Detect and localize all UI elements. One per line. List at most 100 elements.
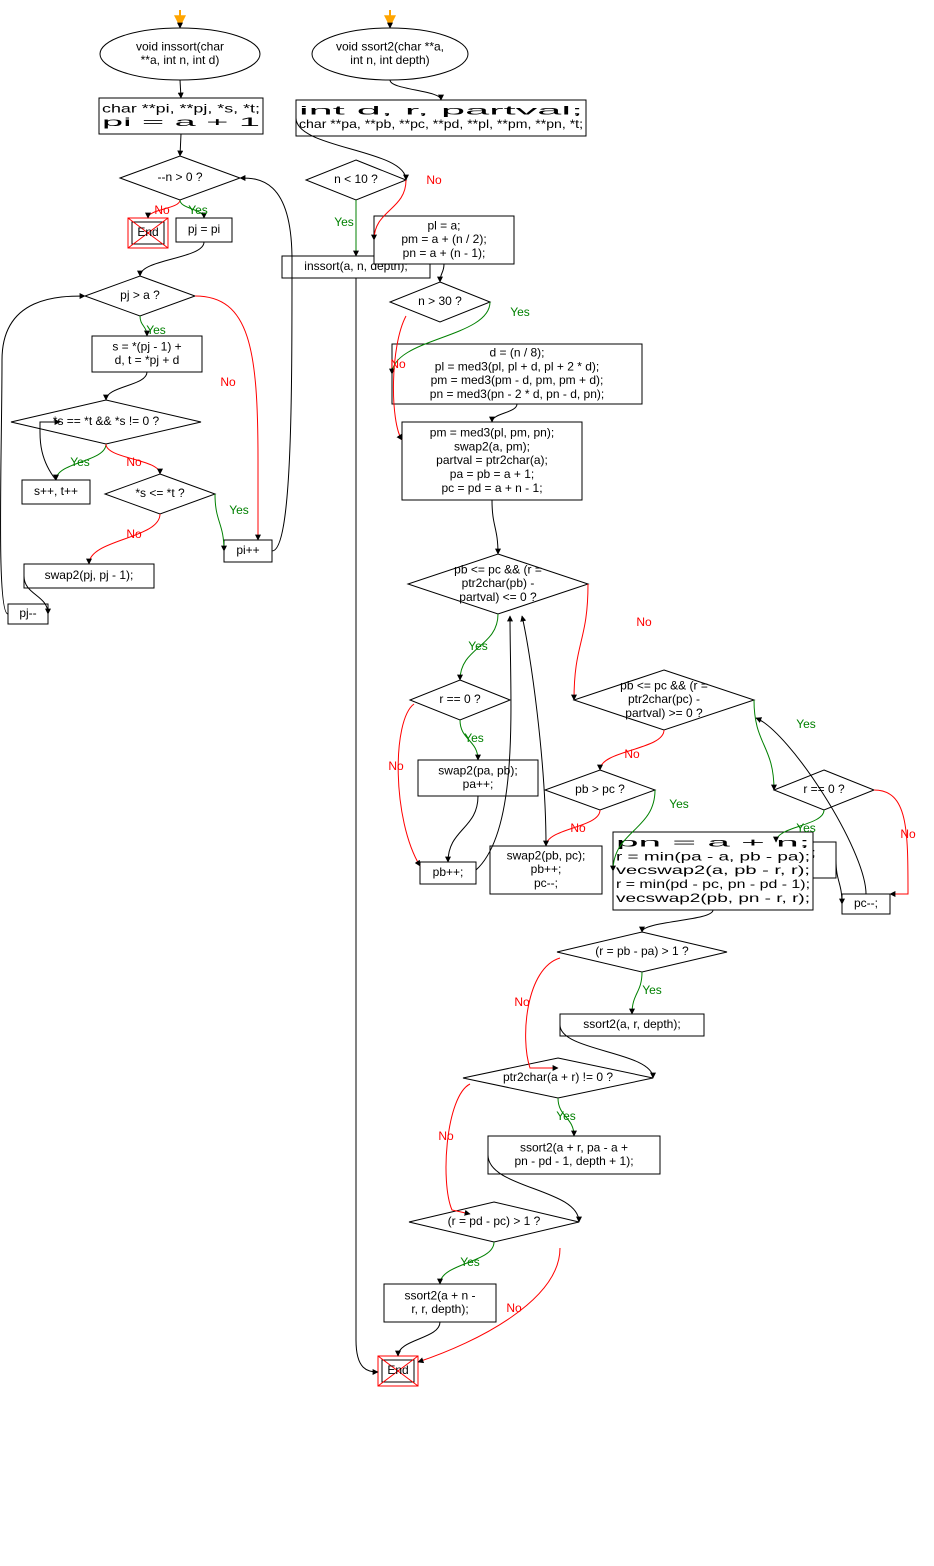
edge-R_d7-R_b10: No bbox=[874, 790, 916, 894]
L_b7: pj-- bbox=[8, 604, 48, 624]
svg-text:pb++;: pb++; bbox=[433, 865, 464, 879]
edge-R_d8-R_d9: No bbox=[514, 958, 560, 1068]
svg-text:void inssort(char**a, int n, i: void inssort(char**a, int n, int d) bbox=[136, 39, 224, 67]
R_b8: swap2(pb, pc);pb++;pc--; bbox=[490, 846, 602, 894]
edge-L_fn-L_b1 bbox=[180, 80, 181, 98]
svg-text:No: No bbox=[126, 455, 142, 469]
R_d4: r == 0 ? bbox=[410, 680, 510, 720]
svg-text:--n > 0 ?: --n > 0 ? bbox=[157, 170, 202, 184]
svg-text:No: No bbox=[514, 995, 530, 1009]
R_d2: n > 30 ? bbox=[390, 282, 490, 322]
L_b2: pj = pi bbox=[176, 218, 232, 242]
svg-text:Yes: Yes bbox=[468, 639, 488, 653]
svg-text:pj > a ?: pj > a ? bbox=[120, 288, 160, 302]
R_fn: void ssort2(char **a,int n, int depth) bbox=[312, 28, 468, 80]
svg-text:Yes: Yes bbox=[669, 797, 689, 811]
edge-R_b8-R_d3 bbox=[522, 616, 546, 846]
edge-R_d1-R_b2: Yes bbox=[334, 200, 356, 256]
svg-text:pb <= pc && (r =ptr2char(pc) -: pb <= pc && (r =ptr2char(pc) -partval) >… bbox=[620, 678, 708, 720]
L_b5: pi++ bbox=[224, 540, 272, 562]
edge-R_d5-R_d6: No bbox=[600, 730, 664, 770]
svg-text:Yes: Yes bbox=[188, 203, 208, 217]
edge-R_fn-R_b1 bbox=[390, 80, 441, 100]
R_b12: ssort2(a, r, depth); bbox=[560, 1014, 704, 1036]
edge-R_d8-R_b12: Yes bbox=[632, 972, 662, 1014]
L_b3: s = *(pj - 1) +d, t = *pj + d bbox=[92, 336, 202, 372]
R_b11: pn = a + n;r = min(pa - a, pb - pa);vecs… bbox=[613, 832, 813, 910]
edge-L_d1-L_b2: Yes bbox=[180, 200, 208, 218]
R_d10: (r = pd - pc) > 1 ? bbox=[409, 1202, 579, 1242]
svg-text:No: No bbox=[426, 173, 442, 187]
svg-text:No: No bbox=[126, 527, 142, 541]
R_d9: ptr2char(a + r) != 0 ? bbox=[463, 1058, 653, 1098]
edge-R_d9-R_b13: Yes bbox=[556, 1098, 576, 1136]
svg-text:No: No bbox=[220, 375, 236, 389]
edge-R_b11-R_d8 bbox=[642, 910, 713, 932]
svg-text:s = *(pj - 1) +d, t = *pj + d: s = *(pj - 1) +d, t = *pj + d bbox=[112, 339, 181, 367]
svg-text:void ssort2(char **a,int n, in: void ssort2(char **a,int n, int depth) bbox=[336, 39, 444, 67]
svg-text:Yes: Yes bbox=[796, 717, 816, 731]
svg-text:No: No bbox=[506, 1301, 522, 1315]
edge-R_b14-R_end bbox=[398, 1322, 440, 1356]
svg-text:Yes: Yes bbox=[464, 731, 484, 745]
svg-text:Yes: Yes bbox=[460, 1255, 480, 1269]
R_b3: pl = a;pm = a + (n / 2);pn = a + (n - 1)… bbox=[374, 216, 514, 264]
edge-L_d3-L_b4: Yes bbox=[56, 444, 106, 480]
edge-L_d4-L_b6: No bbox=[89, 514, 160, 564]
svg-text:*s <= *t ?: *s <= *t ? bbox=[135, 486, 185, 500]
R_d3: pb <= pc && (r =ptr2char(pb) -partval) <… bbox=[408, 554, 588, 614]
svg-text:(r = pd - pc) > 1 ?: (r = pd - pc) > 1 ? bbox=[448, 1214, 541, 1228]
L_fn: void inssort(char**a, int n, int d) bbox=[100, 28, 260, 80]
edge-R_d6-R_b8: No bbox=[546, 810, 600, 846]
svg-text:No: No bbox=[438, 1129, 454, 1143]
edge-R_b4-R_b5 bbox=[492, 404, 517, 422]
R_b13: ssort2(a + r, pa - a +pn - pd - 1, depth… bbox=[488, 1136, 660, 1174]
svg-text:(r = pb - pa) > 1 ?: (r = pb - pa) > 1 ? bbox=[595, 944, 689, 958]
R_b4: d = (n / 8);pl = med3(pl, pl + d, pl + 2… bbox=[392, 344, 642, 404]
svg-text:n > 30 ?: n > 30 ? bbox=[418, 294, 462, 308]
svg-text:Yes: Yes bbox=[70, 455, 90, 469]
R_d5: pb <= pc && (r =ptr2char(pc) -partval) >… bbox=[574, 670, 754, 730]
flowchart-canvas: void inssort(char**a, int n, int d)char … bbox=[0, 0, 934, 1566]
L_d4: *s <= *t ? bbox=[105, 474, 215, 514]
svg-text:pm = med3(pl, pm, pn);swap2(a,: pm = med3(pl, pm, pn);swap2(a, pm);partv… bbox=[430, 426, 554, 495]
svg-text:ssort2(a + r, pa - a +pn - pd: ssort2(a + r, pa - a +pn - pd - 1, depth… bbox=[514, 1140, 633, 1168]
svg-text:pn = a + n;r = min(pa - a, pb: pn = a + n;r = min(pa - a, pb - pa);vecs… bbox=[616, 836, 810, 905]
svg-text:*s == *t && *s != 0 ?: *s == *t && *s != 0 ? bbox=[53, 414, 160, 428]
svg-text:pj--: pj-- bbox=[19, 606, 36, 620]
svg-text:No: No bbox=[570, 821, 586, 835]
L_end: End bbox=[128, 218, 168, 248]
edge-L_d1-L_end: No bbox=[148, 200, 180, 218]
svg-text:No: No bbox=[636, 615, 652, 629]
svg-text:pb > pc ?: pb > pc ? bbox=[575, 782, 625, 796]
svg-text:No: No bbox=[900, 827, 916, 841]
svg-text:n < 10 ?: n < 10 ? bbox=[334, 172, 378, 186]
R_b10: pc--; bbox=[842, 894, 890, 914]
R_end: End bbox=[378, 1356, 418, 1386]
R_b7: pb++; bbox=[420, 862, 476, 884]
edge-L_b5-L_d1 bbox=[240, 178, 292, 551]
svg-text:No: No bbox=[390, 357, 406, 371]
svg-text:Yes: Yes bbox=[229, 503, 249, 517]
svg-text:Yes: Yes bbox=[146, 323, 166, 337]
L_b4: s++, t++ bbox=[22, 480, 90, 504]
svg-text:Yes: Yes bbox=[796, 821, 816, 835]
edge-R_b6-R_b7 bbox=[448, 796, 478, 862]
edge-R_d10-R_b14: Yes bbox=[440, 1242, 494, 1284]
L_d1: --n > 0 ? bbox=[120, 156, 240, 200]
svg-text:pj = pi: pj = pi bbox=[188, 222, 220, 236]
L_b6: swap2(pj, pj - 1); bbox=[24, 564, 154, 588]
edge-R_b2-R_end bbox=[356, 278, 378, 1372]
edge-L_b1-L_d1 bbox=[180, 134, 181, 156]
svg-text:Yes: Yes bbox=[510, 305, 530, 319]
R_d8: (r = pb - pa) > 1 ? bbox=[557, 932, 727, 972]
edge-L_d3-L_d4: No bbox=[106, 444, 160, 474]
edge-R_b9-R_b10 bbox=[836, 860, 842, 904]
svg-text:int d, r, partval;char **pa, *: int d, r, partval;char **pa, **pb, **pc,… bbox=[299, 103, 583, 131]
svg-text:Yes: Yes bbox=[556, 1109, 576, 1123]
svg-text:No: No bbox=[154, 203, 170, 217]
svg-text:s++, t++: s++, t++ bbox=[34, 484, 78, 498]
svg-text:No: No bbox=[624, 747, 640, 761]
svg-text:ptr2char(a + r) != 0 ?: ptr2char(a + r) != 0 ? bbox=[503, 1070, 613, 1084]
edge-L_d2-L_b3: Yes bbox=[140, 316, 166, 337]
